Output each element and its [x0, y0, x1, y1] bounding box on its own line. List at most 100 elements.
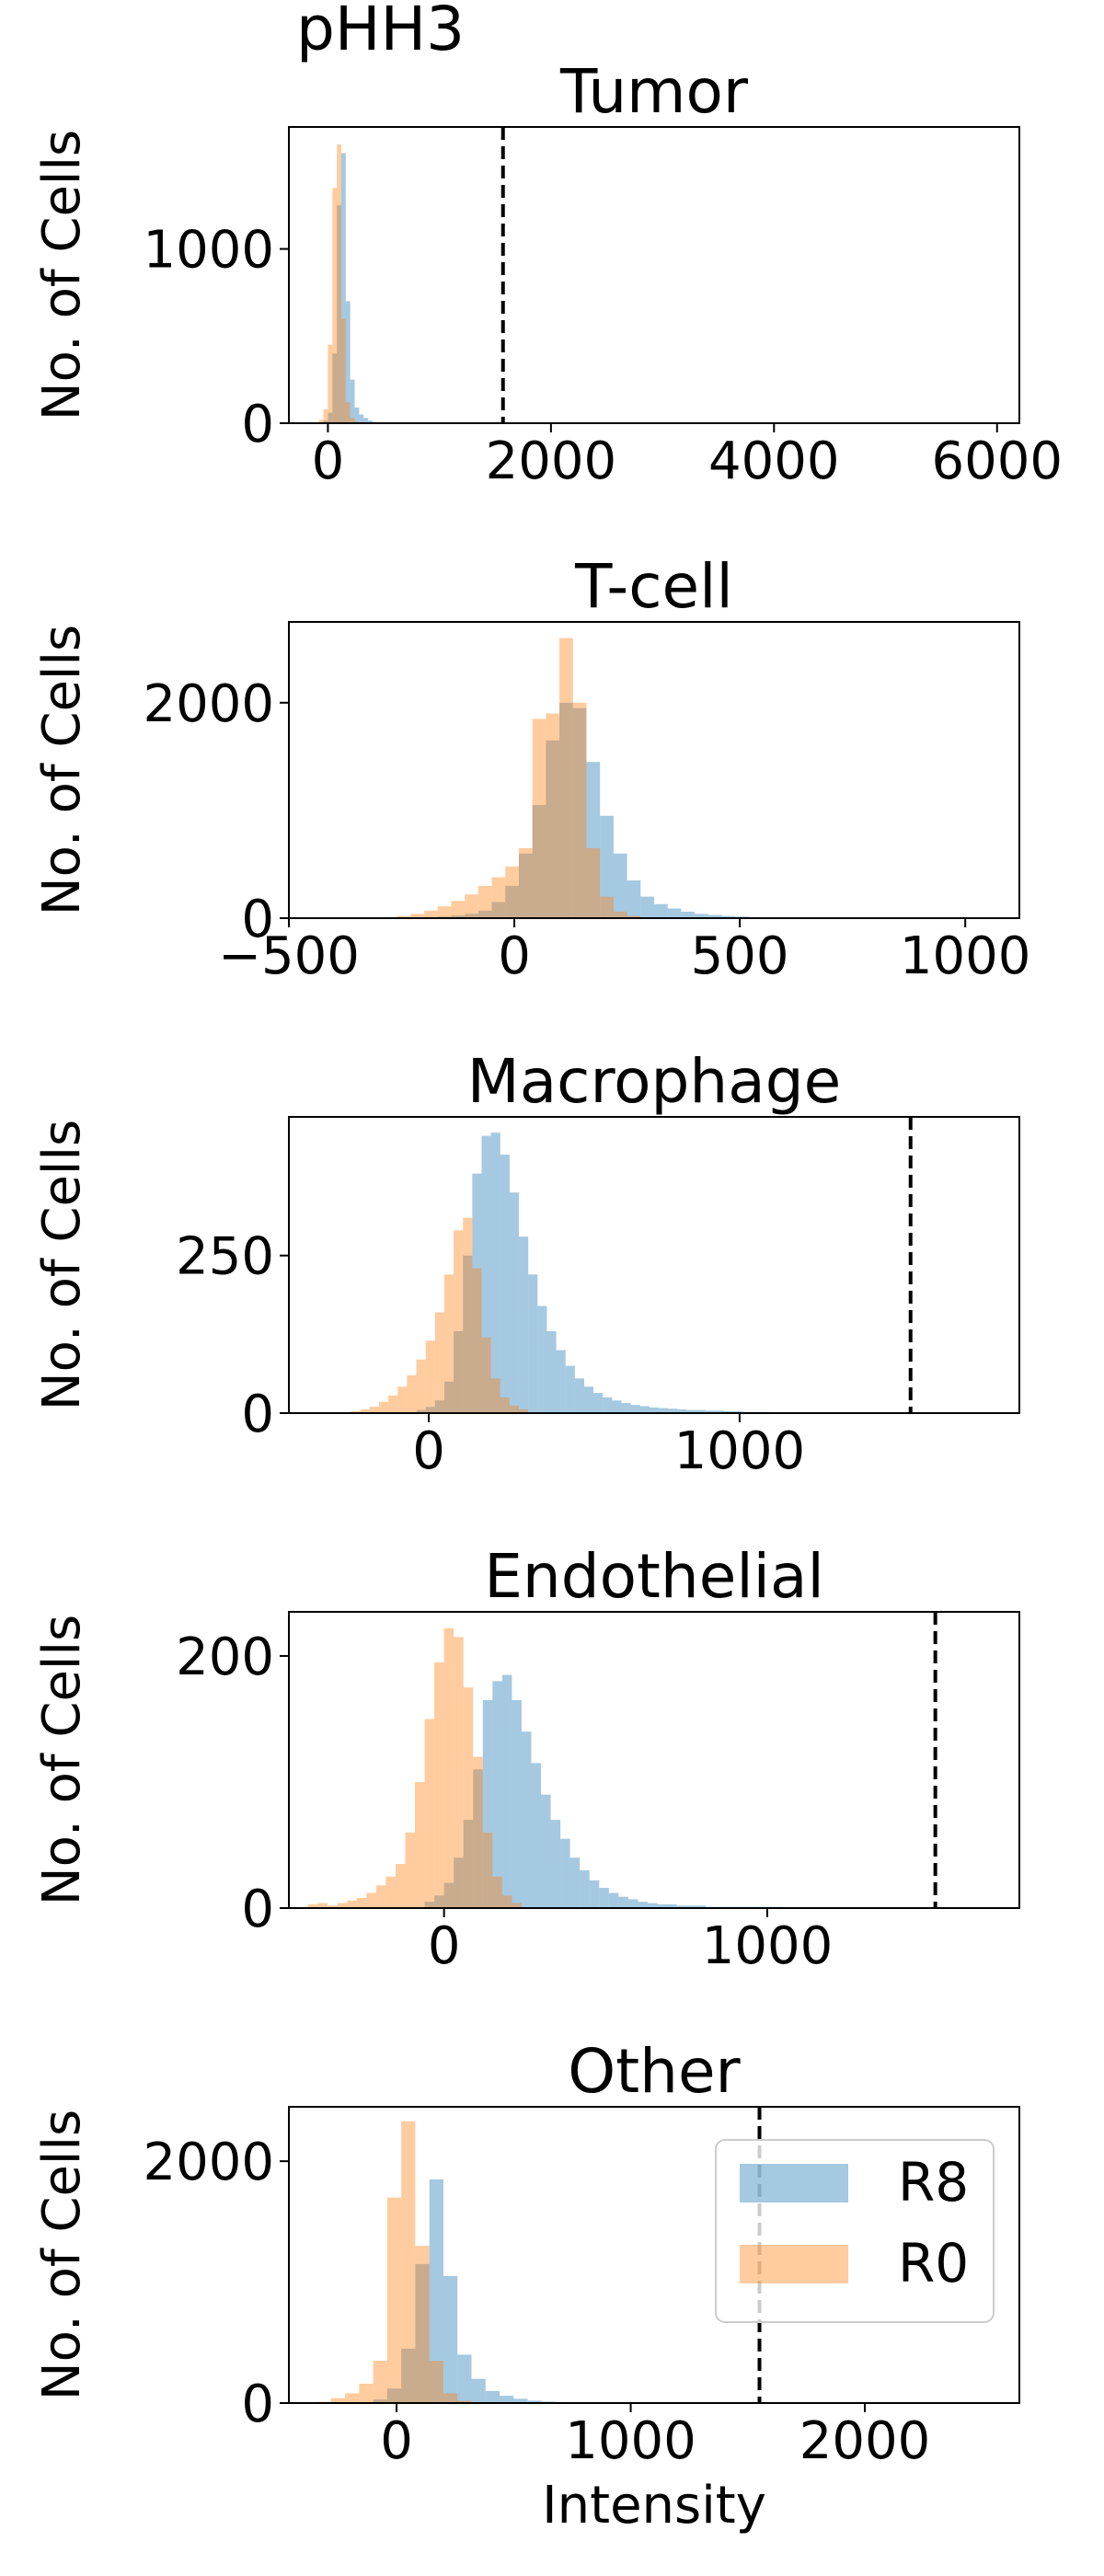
bar-r0-3: [410, 914, 425, 918]
bar-r0-16: [586, 847, 601, 918]
bar-r0-3: [378, 1401, 389, 1413]
bar-r8-12: [586, 762, 601, 918]
y-axis-label: No. of Cells: [32, 130, 92, 420]
bar-r8-5: [463, 1255, 473, 1413]
bar-r8-13: [550, 1820, 561, 1908]
bar-r0-12: [532, 719, 546, 918]
bar-r0-5: [356, 1898, 367, 1908]
panel-4: 0 1000 2000 0 2000 No. of Cells Other Intensity…: [32, 2036, 1020, 2536]
bar-r0-6: [366, 1892, 376, 1908]
bar-r0-11: [415, 1781, 425, 1908]
y-tick-label: 200: [176, 1627, 274, 1687]
bar-r8-16: [640, 896, 654, 918]
bar-r8-10: [513, 2398, 528, 2403]
bar-r0-2: [328, 1905, 338, 1908]
bar-r8-7: [354, 407, 360, 423]
bar-r8-6: [482, 1699, 493, 1908]
legend-swatch-r0: [740, 2245, 848, 2283]
bar-r8-6: [505, 885, 519, 918]
bar-r0-5: [386, 2197, 402, 2403]
bars-group: [308, 1627, 784, 1908]
bar-r0-20: [501, 1895, 512, 1908]
bar-r0-19: [492, 1876, 502, 1908]
bar-r0-6: [451, 901, 466, 918]
bar-r0-3: [359, 2383, 374, 2403]
bar-r0-13: [546, 713, 560, 918]
y-tick-label: 0: [241, 1385, 274, 1444]
bar-r8-10: [521, 1731, 532, 1908]
x-tick-label: 0: [428, 1916, 461, 1976]
bar-r0-1: [323, 408, 328, 423]
bar-r0-8: [477, 885, 492, 918]
bar-r8-3: [454, 1857, 464, 1908]
bar-r0-9: [395, 1864, 406, 1908]
bar-r0-2: [397, 915, 411, 918]
bar-r0-5: [340, 318, 346, 423]
bar-r0-9: [443, 2393, 458, 2403]
bar-r0-10: [405, 1832, 416, 1908]
bar-r8-2: [443, 1882, 454, 1908]
x-tick-label: 4000: [708, 431, 840, 491]
bar-r8-21: [612, 1400, 622, 1413]
bar-r0-8: [425, 1340, 435, 1413]
bar-r8-5: [345, 301, 351, 423]
axes-frame: [288, 1611, 1020, 1909]
panel-title: Endothelial: [484, 1541, 824, 1612]
bar-r8-17: [589, 1880, 600, 1908]
bar-r0-9: [434, 1312, 444, 1413]
bar-r0-3: [332, 188, 338, 423]
bar-r8-6: [472, 1173, 482, 1413]
y-tick-label: 0: [241, 1880, 274, 1939]
bar-r0-18: [613, 911, 627, 918]
bar-r8-9: [500, 1155, 510, 1413]
bar-r8-15: [569, 1857, 581, 1908]
bar-r8-11: [572, 707, 587, 918]
bar-r8-7: [518, 853, 533, 918]
y-tick-label: 0: [241, 395, 274, 454]
panel-title: Macrophage: [467, 1046, 841, 1117]
bar-r8-8: [359, 414, 364, 423]
bar-r8-21: [707, 914, 722, 918]
bar-r0-3: [337, 1903, 348, 1908]
bars-group: [316, 2121, 598, 2403]
bar-r8-7: [471, 2378, 486, 2403]
bar-r8-5: [443, 2276, 458, 2403]
x-tick-label: 0: [312, 431, 345, 491]
bar-r8-3: [415, 2263, 430, 2403]
bar-r0-14: [443, 1627, 454, 1908]
bar-r8-26: [659, 1408, 669, 1413]
x-tick-label: 1000: [702, 1916, 834, 1976]
x-tick-label: 500: [691, 926, 789, 986]
bar-r0-10: [505, 866, 519, 918]
y-axis-label: No. of Cells: [32, 1120, 92, 1410]
bar-r0-4: [424, 910, 438, 918]
x-tick-label: 0: [412, 1421, 445, 1481]
bar-r8-3: [443, 1381, 454, 1413]
bar-r0-1: [360, 1409, 370, 1413]
bar-r8-22: [638, 1902, 648, 1908]
bar-r8-34: [733, 1410, 743, 1413]
bar-r0-21: [512, 1903, 522, 1908]
bar-r0-0: [351, 1410, 361, 1413]
x-tick-label: 1000: [565, 2411, 696, 2471]
bar-r8-1: [328, 412, 333, 423]
y-tick-label: 250: [176, 1227, 274, 1287]
bar-r8-8: [485, 2390, 500, 2403]
bar-r0-0: [308, 1903, 318, 1908]
bar-r8-23: [630, 1405, 640, 1413]
bar-r8-18: [667, 908, 682, 918]
panel-title: Tumor: [559, 56, 749, 127]
bar-r8-4: [454, 1330, 464, 1413]
bar-r8-24: [639, 1406, 650, 1413]
bar-r8-16: [580, 1869, 590, 1908]
bar-r0-2: [369, 1407, 379, 1413]
bar-r8-19: [608, 1892, 619, 1908]
x-tick-label: −500: [218, 926, 360, 986]
bar-r0-12: [463, 1217, 473, 1413]
bar-r8-2: [332, 353, 338, 423]
bars-group: [351, 1133, 771, 1413]
bar-r8-16: [565, 1365, 575, 1413]
bar-r0-17: [600, 896, 614, 918]
bar-r8-24: [657, 1903, 668, 1908]
